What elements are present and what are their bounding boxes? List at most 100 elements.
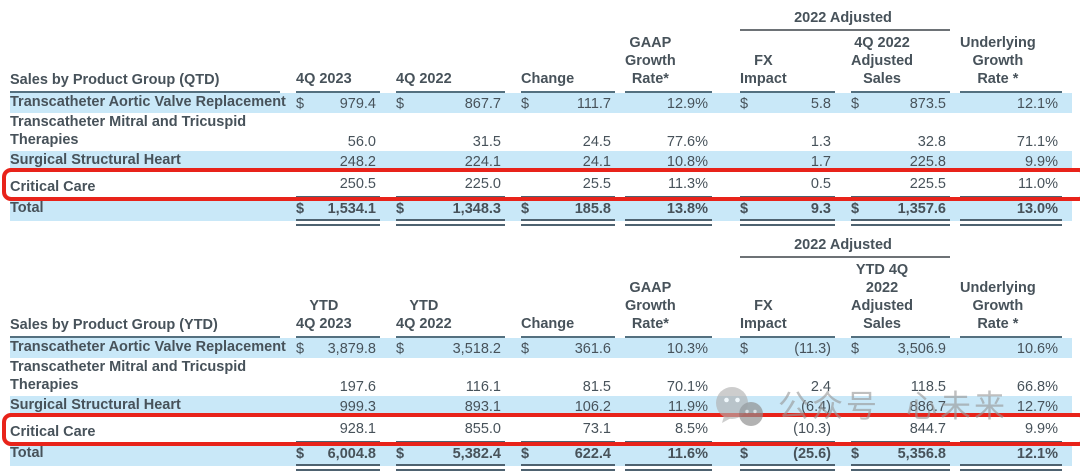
- table-row: Critical Care 928.1 855.0 73.1 8.5% (10.3) 844…: [2, 413, 1080, 446]
- value-cell: $6,004.8: [280, 443, 380, 466]
- cell-value: 855.0: [464, 421, 501, 437]
- value-inner: 855.0: [396, 420, 505, 443]
- value-cell: 116.1: [380, 358, 505, 396]
- value-cell: 1.7: [712, 151, 835, 171]
- column-header-label: Underlying Growth Rate *: [960, 279, 1062, 338]
- value-inner: 66.8%: [960, 378, 1062, 396]
- rule-segment: [521, 224, 615, 226]
- ytd-sales-table: 2022 Adjusted Sales by Product Group (YTD…: [2, 235, 1080, 473]
- cell-value: 81.5: [582, 379, 611, 395]
- value-cell: 11.3%: [615, 171, 712, 198]
- value-inner: 10.8%: [625, 153, 712, 171]
- cell-value: 225.8: [909, 154, 946, 170]
- rule-segment: [960, 224, 1062, 226]
- total-row: Total $6,004.8 $5,382.4 $622.4 11.6% $ (25.6) $…: [10, 443, 1072, 466]
- value-inner: 118.5: [851, 378, 950, 396]
- rule-segment: [851, 469, 950, 471]
- value-inner: 197.6: [296, 378, 380, 396]
- row-label-line: Total: [10, 445, 44, 461]
- cell-value: (25.6): [793, 446, 831, 462]
- value-inner: 2.4: [740, 378, 835, 396]
- adjusted-group-header-row: 2022 Adjusted: [10, 235, 1072, 258]
- column-header: FX Impact: [712, 52, 835, 93]
- rule-cell: [950, 221, 1062, 228]
- row-label: Critical Care: [10, 416, 280, 443]
- row-label: Transcatheter Aortic Valve Replacement: [10, 338, 286, 358]
- rule-segment: [396, 224, 505, 226]
- dollar-sign: $: [296, 341, 305, 357]
- rule-segment: [851, 224, 950, 226]
- value-cell: 248.2: [280, 151, 380, 171]
- value-cell: 0.5: [712, 171, 835, 198]
- value-cell: $5,356.8: [835, 443, 950, 466]
- value-cell: $5,382.4: [380, 443, 505, 466]
- value-inner: $979.4: [296, 95, 380, 113]
- cell-value: 77.6%: [666, 134, 708, 150]
- value-cell: 10.8%: [615, 151, 712, 171]
- value-inner: 0.5: [740, 175, 835, 198]
- cell-value: 12.9%: [666, 96, 708, 112]
- row-label-line: Surgical Structural Heart: [10, 397, 181, 413]
- value-cell: 855.0: [380, 416, 505, 443]
- value-inner: 248.2: [296, 153, 380, 171]
- row-label: Total: [10, 198, 280, 221]
- value-cell: $873.5: [835, 93, 950, 113]
- row-label-line: Transcatheter Mitral and Tricuspid: [10, 359, 247, 375]
- cell-value: 185.8: [574, 201, 611, 217]
- dollar-sign: $: [396, 96, 405, 112]
- value-inner: 1.7: [740, 153, 835, 171]
- cell-value: 197.6: [339, 379, 376, 395]
- value-inner: $867.7: [396, 95, 505, 113]
- column-header: YTD 4Q 2023: [280, 297, 380, 338]
- value-cell: 81.5: [505, 358, 615, 396]
- value-inner: $185.8: [521, 200, 615, 221]
- value-inner: 893.1: [396, 398, 505, 416]
- value-cell: 71.1%: [950, 113, 1062, 151]
- value-inner: 12.9%: [625, 95, 712, 113]
- row-label-line: Total: [10, 200, 44, 216]
- value-inner: (6.4): [740, 398, 835, 416]
- cell-value: 116.1: [465, 379, 501, 395]
- cell-value: 111.7: [576, 96, 611, 112]
- cell-value: 6,004.8: [327, 446, 376, 462]
- value-cell: $9.3: [712, 198, 835, 221]
- value-cell: (10.3): [712, 416, 835, 443]
- value-inner: 8.5%: [625, 420, 712, 443]
- value-cell: $111.7: [505, 93, 615, 113]
- value-cell: 25.5: [505, 171, 615, 198]
- column-header: 4Q 2022 Adjusted Sales: [835, 34, 950, 93]
- column-header: 4Q 2023: [280, 70, 380, 93]
- row-label-line: Critical Care: [10, 424, 96, 440]
- cell-value: 622.4: [574, 446, 611, 462]
- value-cell: 893.1: [380, 396, 505, 416]
- column-header: 4Q 2022: [380, 70, 505, 93]
- cell-value: (6.4): [801, 399, 831, 415]
- value-cell: $3,518.2: [380, 338, 505, 358]
- value-inner: 13.8%: [625, 200, 712, 221]
- rule-segment: [960, 469, 1062, 471]
- value-inner: $1,357.6: [851, 200, 950, 221]
- dollar-sign: $: [851, 96, 860, 112]
- cell-value: 8.5%: [674, 421, 708, 437]
- rule-cell: [280, 221, 380, 228]
- value-cell: 56.0: [280, 113, 380, 151]
- cell-value: 3,879.8: [327, 341, 376, 357]
- value-cell: 11.0%: [950, 171, 1062, 198]
- column-header-row: Sales by Product Group (QTD) 4Q 2023 4Q 20…: [10, 34, 1072, 93]
- qtd-sales-table: 2022 Adjusted Sales by Product Group (QTD…: [2, 5, 1080, 228]
- value-cell: $1,348.3: [380, 198, 505, 221]
- cell-value: 224.1: [464, 154, 501, 170]
- value-inner: 13.0%: [960, 200, 1062, 221]
- rule-segment: [296, 224, 380, 226]
- bottom-rule-row: [10, 466, 1072, 473]
- value-inner: 81.5: [521, 378, 615, 396]
- adjusted-group-header-row: 2022 Adjusted: [10, 5, 1072, 31]
- cell-value: 5,382.4: [452, 446, 501, 462]
- rule-cell: [615, 466, 712, 473]
- value-cell: 1.3: [712, 113, 835, 151]
- value-cell: 73.1: [505, 416, 615, 443]
- dollar-sign: $: [740, 446, 749, 462]
- cell-value: 13.0%: [1016, 201, 1058, 217]
- value-cell: $ (25.6): [712, 443, 835, 466]
- cell-value: 1.7: [810, 154, 831, 170]
